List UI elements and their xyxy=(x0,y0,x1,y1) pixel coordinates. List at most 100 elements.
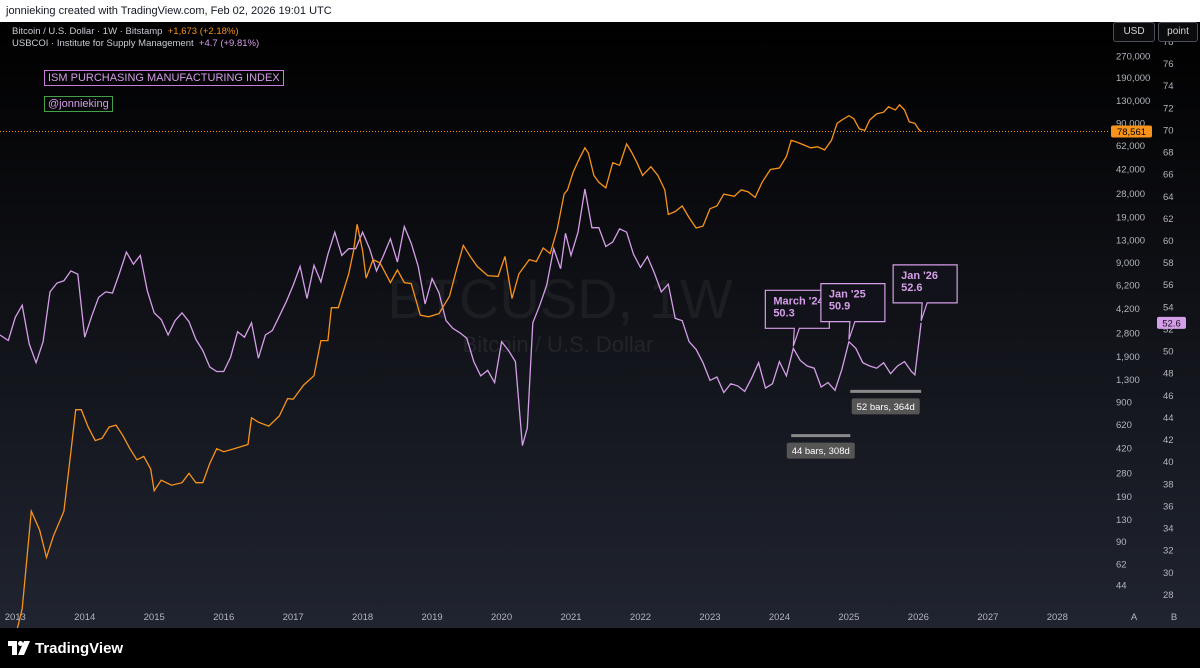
left-axis-tick-label: 280 xyxy=(1116,468,1132,479)
x-axis-tick-label: B xyxy=(1171,612,1177,623)
right-axis-tick-label: 76 xyxy=(1163,59,1174,70)
x-axis-ticks[interactable]: 2013 2014 2015 2016 2017 2018 2019 2020 2021 2022… xyxy=(5,612,1177,623)
currency-button[interactable]: USD xyxy=(1113,22,1155,42)
header-text: jonnieking created with TradingView.com,… xyxy=(6,5,332,17)
left-axis-tick-label: 42,000 xyxy=(1116,164,1145,175)
left-axis-tick-label: 90,000 xyxy=(1116,118,1145,129)
ism-last-value-badge: 52.6 xyxy=(1162,318,1181,329)
left-axis-tick-label: 1,900 xyxy=(1116,352,1140,363)
tradingview-logo-text: TradingView xyxy=(35,639,124,657)
left-axis-tick-label: 420 xyxy=(1116,444,1132,455)
right-axis-tick-label: 40 xyxy=(1163,457,1174,468)
left-axis-tick-label: 44 xyxy=(1116,581,1127,592)
right-axis-tick-label: 32 xyxy=(1163,546,1174,557)
legend-btc[interactable]: Bitcoin / U.S. Dollar · 1W · Bitstamp +1… xyxy=(12,26,239,37)
legend-btc-name: Bitcoin / U.S. Dollar · 1W · Bitstamp xyxy=(12,26,163,37)
left-axis-tick-label: 28,000 xyxy=(1116,189,1145,200)
right-axis-tick-label: 78 xyxy=(1163,37,1174,48)
left-axis-tick-label: 4,200 xyxy=(1116,304,1140,315)
callout-box xyxy=(892,264,958,322)
x-axis-tick-label: 2015 xyxy=(144,612,165,623)
tradingview-logo[interactable]: TradingView xyxy=(8,637,123,659)
left-axis-tick-label: 90 xyxy=(1116,537,1127,548)
right-axis-tick-label: 72 xyxy=(1163,103,1174,114)
x-axis-tick-label: 2021 xyxy=(560,612,581,623)
left-axis-tick-label: 6,200 xyxy=(1116,280,1140,291)
tradingview-logo-icon xyxy=(8,641,30,655)
left-axis-tick-label: 19,000 xyxy=(1116,213,1145,224)
left-axis-tick-label: 130,000 xyxy=(1116,96,1150,107)
x-axis-tick-label: 2022 xyxy=(630,612,651,623)
callout-text: 50.3 xyxy=(773,307,794,319)
watermark-name: Bitcoin / U.S. Dollar xyxy=(463,332,654,357)
left-axis-tick-label: 62 xyxy=(1116,560,1127,571)
right-axis-ticks[interactable]: 78 76 74 72 70 68 66 64 62 60 58 56 54 52 50 48 46 44 42 40… xyxy=(1163,37,1174,601)
callout-text: March '24 xyxy=(773,295,824,307)
right-axis-tick-label: 42 xyxy=(1163,435,1174,446)
overlay-handle: @jonnieking xyxy=(44,96,113,112)
left-axis-tick-label: 190,000 xyxy=(1116,73,1150,84)
btc-last-value-badge-bg xyxy=(1111,125,1152,138)
right-axis-tick-label: 58 xyxy=(1163,258,1174,269)
x-axis-tick-label: 2017 xyxy=(283,612,304,623)
chart-area[interactable] xyxy=(0,22,1200,628)
unit-button[interactable]: point xyxy=(1158,22,1198,42)
x-axis-tick-label: 2027 xyxy=(977,612,998,623)
right-axis-tick-label: 48 xyxy=(1163,369,1174,380)
overlay-title: ISM PURCHASING MANUFACTURING INDEX xyxy=(44,70,284,86)
left-axis-tick-label: 900 xyxy=(1116,398,1132,409)
right-axis-tick-label: 34 xyxy=(1163,524,1174,535)
x-axis-tick-label: 2023 xyxy=(699,612,720,623)
right-axis-tick-label: 74 xyxy=(1163,81,1174,92)
callout-text: Jan '25 xyxy=(829,289,866,301)
ism-series-line xyxy=(0,188,922,446)
header-bar: jonnieking created with TradingView.com,… xyxy=(0,0,1200,22)
right-axis-tick-label: 52 xyxy=(1163,324,1174,335)
range-label: 44 bars, 308d xyxy=(792,446,850,457)
left-axis-tick-label: 62,000 xyxy=(1116,141,1145,152)
right-axis-tick-label: 36 xyxy=(1163,501,1174,512)
legend-btc-change: +1,673 (+2.18%) xyxy=(167,26,239,37)
right-axis-tick-label: 44 xyxy=(1163,413,1174,424)
right-axis-tick-label: 50 xyxy=(1163,347,1174,358)
right-axis-tick-label: 62 xyxy=(1163,214,1174,225)
right-axis-tick-label: 60 xyxy=(1163,236,1174,247)
right-axis-tick-label: 30 xyxy=(1163,568,1174,579)
btc-last-value-badge: 78,561 xyxy=(1117,127,1146,138)
range-label: 52 bars, 364d xyxy=(857,402,915,413)
footer-bar xyxy=(0,628,1200,668)
x-axis-tick-label: 2025 xyxy=(838,612,859,623)
right-axis-tick-label: 68 xyxy=(1163,148,1174,159)
x-axis-tick-label: A xyxy=(1131,612,1138,623)
legend-ism-name: USBCOI · Institute for Supply Management xyxy=(12,38,194,49)
x-axis-tick-label: 2026 xyxy=(908,612,929,623)
left-axis-tick-label: 620 xyxy=(1116,420,1132,431)
btc-series-line xyxy=(11,103,922,651)
right-axis-tick-label: 66 xyxy=(1163,170,1174,181)
right-axis-tick-label: 46 xyxy=(1163,391,1174,402)
last-value-badges: 78,561 52.6 xyxy=(1111,125,1186,329)
legend-ism[interactable]: USBCOI · Institute for Supply Management… xyxy=(12,38,259,49)
legend-ism-change: +4.7 (+9.81%) xyxy=(198,38,260,49)
right-axis-tick-label: 64 xyxy=(1163,192,1174,203)
callout-text: 50.9 xyxy=(829,301,850,313)
left-axis-tick-label: 190 xyxy=(1116,492,1132,503)
right-axis-tick-label: 70 xyxy=(1163,125,1174,136)
left-axis-tick-label: 2,800 xyxy=(1116,329,1140,340)
left-axis-tick-label: 130 xyxy=(1116,515,1132,526)
left-axis-tick-label: 13,000 xyxy=(1116,236,1145,247)
range-badge xyxy=(851,398,920,415)
watermark-symbol: BTCUSD, 1W xyxy=(387,267,732,330)
right-axis-tick-label: 56 xyxy=(1163,280,1174,291)
left-axis-tick-label: 1,300 xyxy=(1116,375,1140,386)
left-axis-ticks[interactable]: 270,000 190,000 130,000 90,000 62,000 42,000 2… xyxy=(1116,52,1150,592)
x-axis-tick-label: 2019 xyxy=(422,612,443,623)
left-axis-tick-label: 9,000 xyxy=(1116,258,1140,269)
range-badge xyxy=(786,442,855,459)
callout-text: 52.6 xyxy=(901,282,922,294)
x-axis-tick-label: 2013 xyxy=(5,612,26,623)
right-axis-tick-label: 38 xyxy=(1163,479,1174,490)
x-axis-tick-label: 2014 xyxy=(74,612,95,623)
